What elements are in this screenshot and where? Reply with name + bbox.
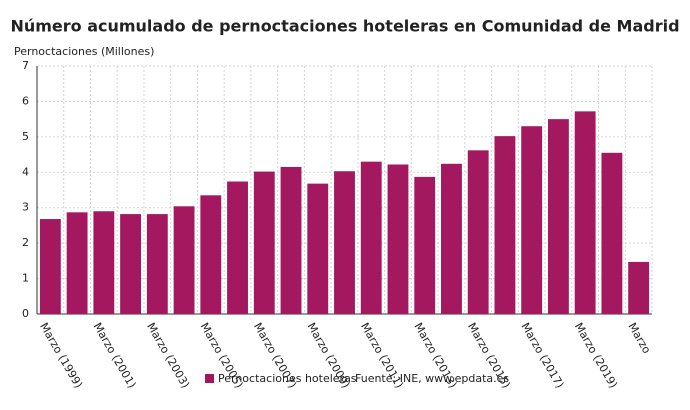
bar	[547, 119, 569, 315]
x-tick-label: Marzo (2001)	[91, 321, 139, 391]
bar	[253, 171, 275, 314]
x-tick-label: Marzo (2017)	[518, 321, 566, 391]
bar	[307, 183, 329, 314]
bar	[494, 136, 516, 314]
bar	[120, 214, 142, 314]
bar	[66, 212, 88, 314]
bar	[467, 150, 489, 314]
bar	[334, 171, 355, 314]
bar	[173, 206, 195, 314]
x-tick-label: Marzo (2019)	[572, 321, 620, 391]
y-tick-label: 5	[22, 130, 29, 143]
x-tick-label: Marzo	[625, 321, 653, 357]
y-tick-label: 7	[22, 59, 29, 72]
bar	[574, 111, 596, 314]
y-tick-label: 1	[22, 272, 29, 285]
legend-label: Pernoctaciones hoteleras	[218, 372, 357, 385]
bar	[601, 152, 623, 314]
legend: Pernoctaciones hoteleras Fuente: INE, ww…	[205, 372, 509, 385]
legend-swatch	[205, 374, 214, 383]
bar	[360, 161, 382, 314]
bar	[387, 164, 409, 314]
y-axis-label: Pernoctaciones (Millones)	[14, 45, 154, 58]
x-tick-label: Marzo (2003)	[144, 321, 192, 391]
y-tick-label: 3	[22, 201, 29, 214]
bar	[521, 126, 543, 314]
chart-title: Número acumulado de pernoctaciones hotel…	[10, 17, 679, 36]
y-tick-label: 4	[22, 165, 29, 178]
bar	[441, 163, 462, 314]
bar	[146, 214, 168, 314]
bar	[227, 181, 248, 314]
y-tick-label: 2	[22, 236, 29, 249]
bar	[628, 261, 650, 314]
bar	[200, 195, 222, 314]
y-tick-label: 0	[22, 307, 29, 320]
bar	[93, 211, 115, 314]
y-tick-label: 6	[22, 94, 29, 107]
bar	[414, 176, 436, 314]
bar	[280, 166, 302, 314]
x-tick-label: Marzo (1999)	[37, 321, 85, 391]
bar	[39, 219, 61, 314]
source: Fuente: INE, www.epdata.es	[355, 372, 509, 385]
